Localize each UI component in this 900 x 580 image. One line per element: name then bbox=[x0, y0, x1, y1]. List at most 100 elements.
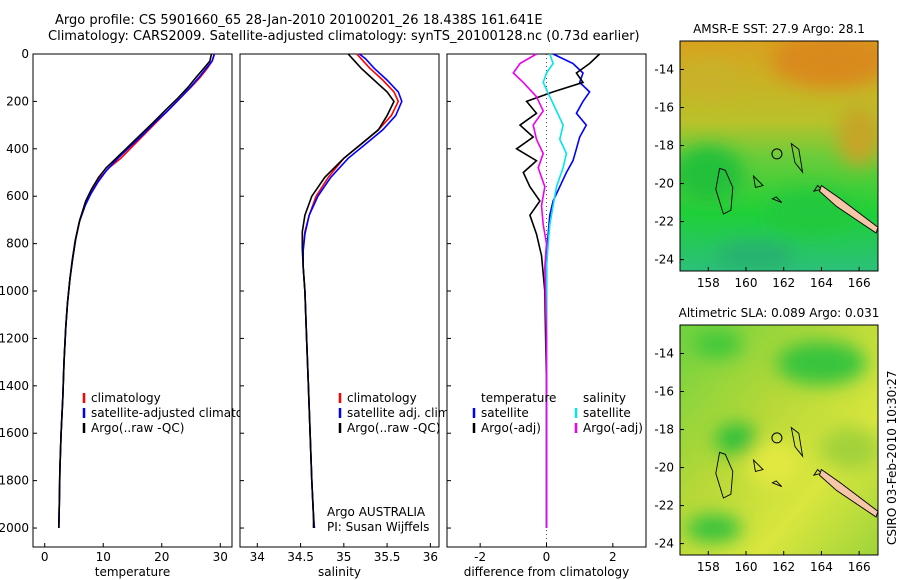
x-tick-label: 20 bbox=[154, 550, 169, 564]
x-axis-label: temperature bbox=[95, 565, 170, 579]
x-tick-label: 0 bbox=[41, 550, 49, 564]
coastline bbox=[715, 451, 734, 499]
legend-entry: climatology bbox=[91, 391, 161, 405]
legend-entry: Argo(..raw -QC) bbox=[91, 421, 184, 435]
series-line-temperature-argo-adj- bbox=[515, 53, 601, 528]
coastline bbox=[752, 174, 764, 188]
x-tick-label: 10 bbox=[96, 550, 111, 564]
x-tick-label: 2 bbox=[609, 550, 617, 564]
y-tick-label: -16 bbox=[654, 385, 674, 399]
plot-frame bbox=[32, 53, 233, 548]
y-tick-label: 1800 bbox=[0, 474, 29, 488]
panel-salinity: 34 34.5 35 35.5 36 salinity climatologysatelli… bbox=[239, 53, 453, 579]
legend-entry: satellite adj. clim. bbox=[347, 406, 453, 420]
field-blob bbox=[746, 439, 803, 488]
legend-entry: Argo(..raw -QC) bbox=[347, 421, 440, 435]
x-axis-label: difference from climatology bbox=[464, 565, 630, 579]
field-blob bbox=[715, 241, 796, 270]
x-tick-label: -2 bbox=[474, 550, 486, 564]
y-tick-label: -22 bbox=[654, 215, 674, 229]
x-tick-label: 160 bbox=[735, 276, 758, 290]
x-axis-label: salinity bbox=[318, 565, 361, 579]
x-tick-label: 158 bbox=[697, 276, 720, 290]
sst-map: AMSR-E SST: 27.9 Argo: 28.1 158 160 162 164 1… bbox=[654, 22, 879, 290]
island-landmass bbox=[818, 468, 878, 518]
legend-entry: Argo(-adj) bbox=[481, 421, 541, 435]
x-tick-label: 166 bbox=[848, 276, 871, 290]
field-blob bbox=[680, 61, 739, 98]
field-blob bbox=[770, 41, 878, 88]
x-tick-label: 36 bbox=[423, 550, 438, 564]
y-tick-label: -20 bbox=[654, 461, 674, 475]
x-tick-label: 162 bbox=[772, 560, 795, 574]
argo-position-marker bbox=[771, 148, 783, 160]
y-tick-label: -20 bbox=[654, 177, 674, 191]
island-landmass bbox=[818, 184, 878, 234]
field-blob bbox=[692, 330, 743, 359]
y-tick-label: -18 bbox=[654, 423, 674, 437]
legend-entry: climatology bbox=[347, 391, 417, 405]
x-tick-label: 0 bbox=[543, 550, 551, 564]
y-tick-label: -22 bbox=[654, 499, 674, 513]
series-line-argo-raw-qc- bbox=[58, 53, 213, 529]
coastline bbox=[752, 458, 764, 472]
x-tick-label: 158 bbox=[697, 560, 720, 574]
figure-title-line2: Climatology: CARS2009. Satellite-adjuste… bbox=[48, 29, 640, 44]
field-blob bbox=[680, 146, 744, 203]
legend-entry: satellite-adjusted climatology bbox=[91, 406, 269, 420]
coastline bbox=[812, 184, 823, 192]
x-tick-label: 162 bbox=[772, 276, 795, 290]
legend-heading: temperature bbox=[481, 391, 556, 405]
legend-heading: salinity bbox=[583, 391, 626, 405]
field-blob bbox=[685, 514, 742, 543]
annotation-text: Argo AUSTRALIA bbox=[327, 505, 426, 519]
x-tick-label: 30 bbox=[213, 550, 228, 564]
y-tick-label: -18 bbox=[654, 139, 674, 153]
y-tick-label: 2000 bbox=[0, 521, 29, 535]
x-tick-label: 35.5 bbox=[374, 550, 401, 564]
y-tick-label: 800 bbox=[6, 237, 29, 251]
y-tick-label: -16 bbox=[654, 101, 674, 115]
y-tick-label: 1400 bbox=[0, 379, 29, 393]
field-blob bbox=[767, 190, 857, 235]
figure-title-line1: Argo profile: CS 5901660_65 28-Jan-2010 … bbox=[55, 13, 543, 28]
series-line-salinity-argo-adj- bbox=[512, 53, 548, 528]
coastline bbox=[790, 142, 804, 174]
x-tick-label: 34.5 bbox=[287, 550, 314, 564]
y-tick-label: 600 bbox=[6, 189, 29, 203]
legend-entry: Argo(-adj) bbox=[583, 421, 643, 435]
panel-temperature: 0 10 20 30 0 200 400 600 800 1000 1200 1400 1600 1800… bbox=[0, 47, 269, 579]
x-tick-label: 34 bbox=[250, 550, 265, 564]
sla-map: Altimetric SLA: 0.089 Argo: 0.031 158 160 1… bbox=[654, 306, 879, 574]
y-tick-label: -24 bbox=[654, 253, 674, 267]
map-field bbox=[680, 325, 878, 555]
field-blob bbox=[837, 106, 878, 167]
map-frame bbox=[679, 40, 879, 272]
field-blobs bbox=[685, 330, 878, 543]
annotation-text: PI: Susan Wijffels bbox=[327, 520, 429, 534]
y-tick-label: 1000 bbox=[0, 284, 29, 298]
y-tick-label: -14 bbox=[654, 347, 674, 361]
series-line-argo-raw-qc- bbox=[301, 53, 395, 528]
coastline bbox=[812, 468, 823, 476]
y-tick-label: 400 bbox=[6, 142, 29, 156]
x-tick-label: 164 bbox=[810, 560, 833, 574]
coastline bbox=[771, 196, 783, 204]
y-tick-label: 0 bbox=[21, 47, 29, 61]
field-blob bbox=[776, 341, 867, 386]
map-title: Altimetric SLA: 0.089 Argo: 0.031 bbox=[679, 306, 880, 320]
x-tick-label: 166 bbox=[848, 560, 871, 574]
y-tick-label: 1200 bbox=[0, 331, 29, 345]
map-title: AMSR-E SST: 27.9 Argo: 28.1 bbox=[693, 22, 865, 36]
y-tick-label: -24 bbox=[654, 537, 674, 551]
x-tick-label: 164 bbox=[810, 276, 833, 290]
argo-position-marker bbox=[771, 432, 783, 444]
coastline bbox=[715, 167, 734, 215]
y-tick-label: 200 bbox=[6, 94, 29, 108]
y-tick-label: -14 bbox=[654, 63, 674, 77]
map-frame bbox=[679, 324, 879, 556]
series-line-salinity-satellite bbox=[542, 53, 568, 528]
coastline bbox=[790, 426, 804, 458]
coastline bbox=[771, 480, 783, 488]
